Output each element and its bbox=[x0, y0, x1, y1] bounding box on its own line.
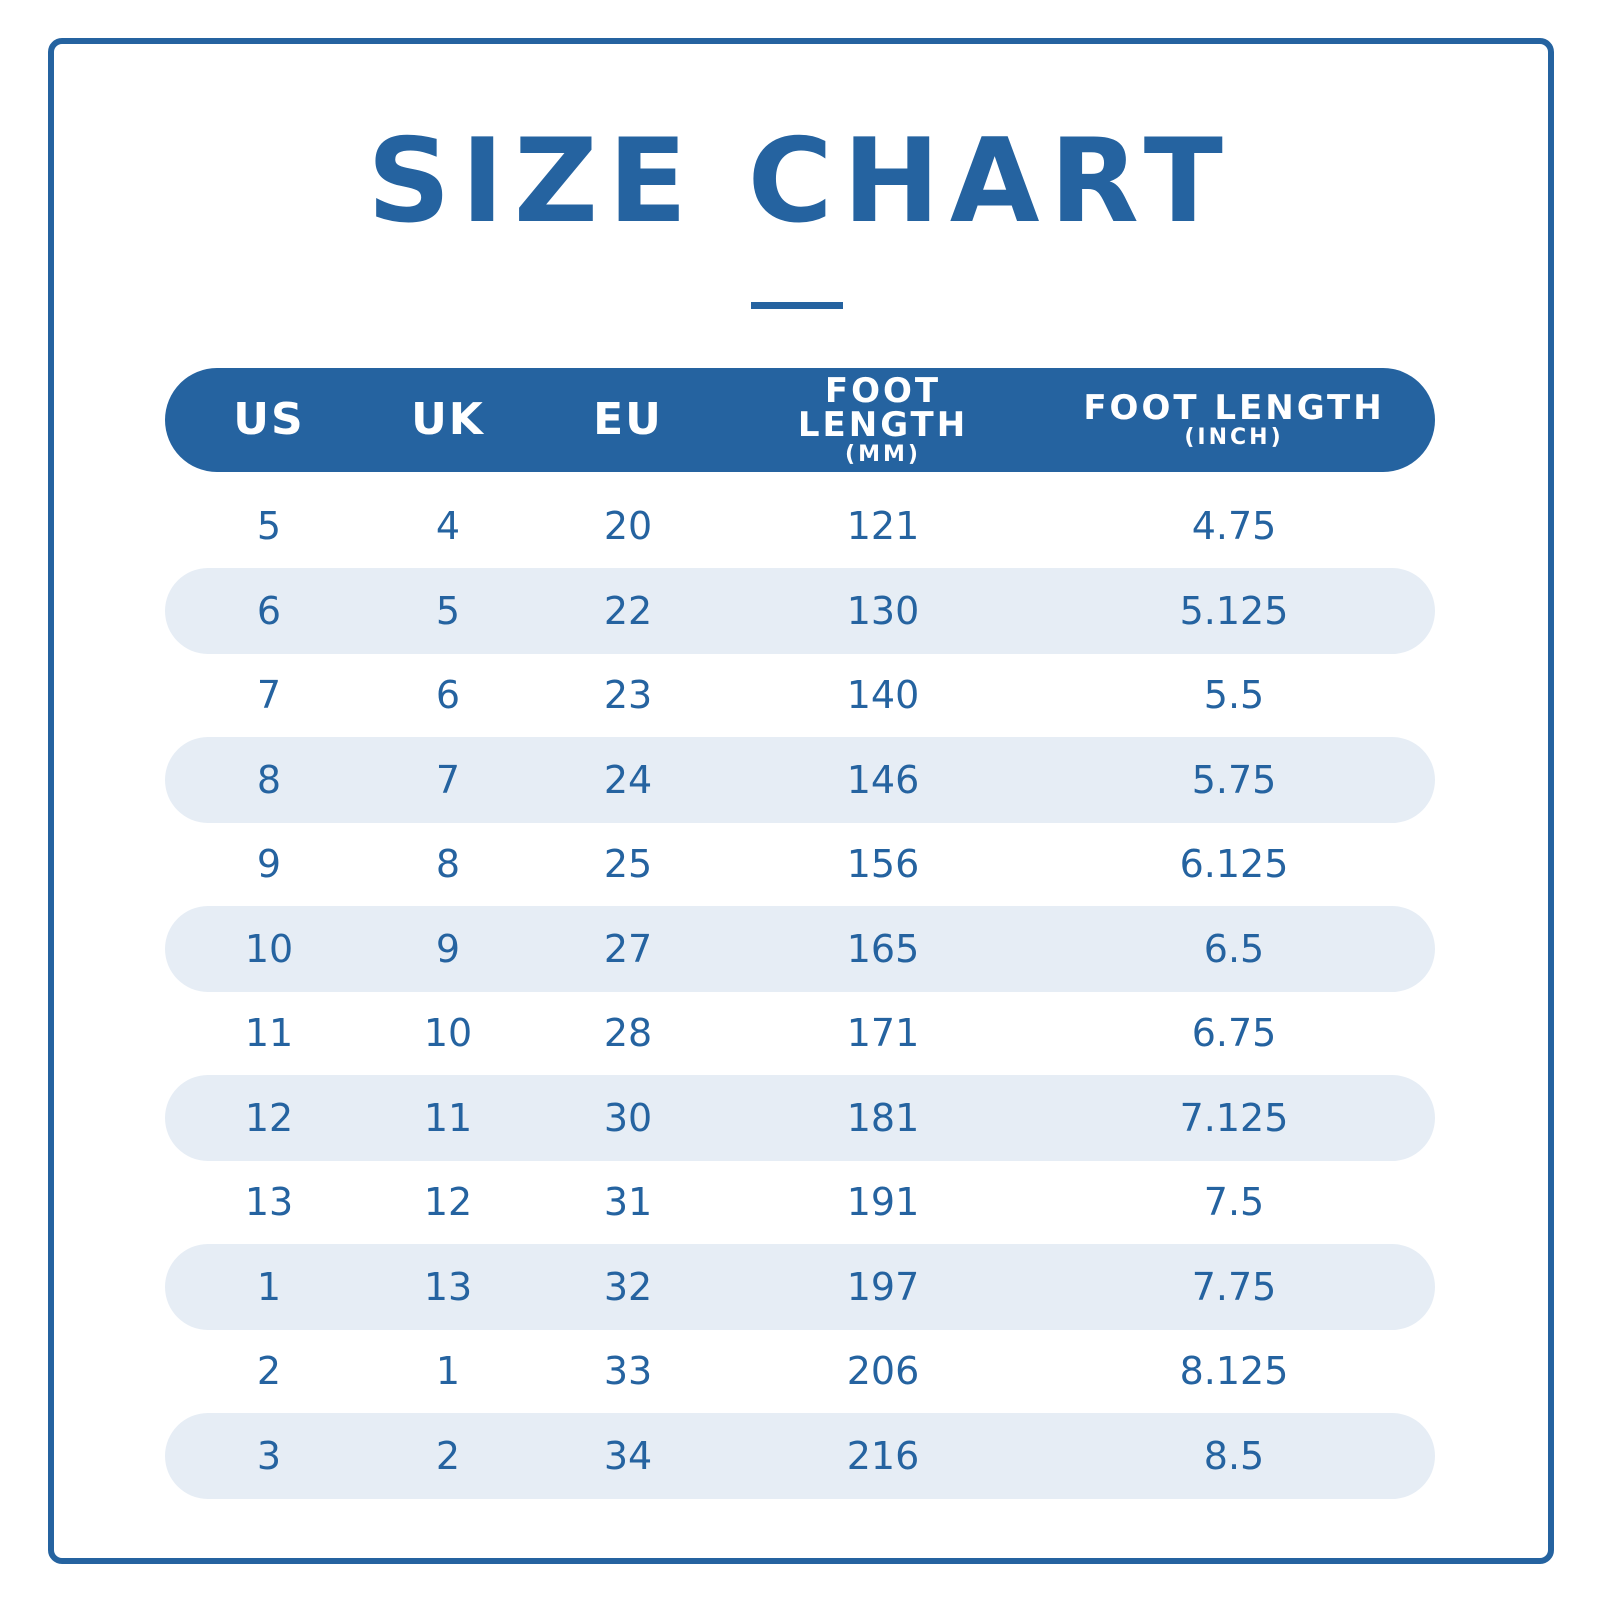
header-uk: UK bbox=[373, 368, 523, 472]
cell-uk: 9 bbox=[435, 926, 461, 971]
table-row-band bbox=[165, 567, 1435, 654]
header-foot-length-inch-label: FOOT LENGTH bbox=[1083, 388, 1385, 428]
cell-uk: 8 bbox=[435, 842, 461, 886]
page-title: SIZE CHART bbox=[367, 114, 1233, 249]
cell-eu: 28 bbox=[603, 1011, 653, 1055]
cell-foot-length-inch: 5.5 bbox=[1203, 673, 1265, 717]
header-us: US bbox=[165, 368, 373, 472]
cell-us: 8 bbox=[256, 757, 282, 802]
cell-us: 6 bbox=[256, 588, 282, 633]
cell-eu: 24 bbox=[603, 757, 653, 802]
cell-foot-length-inch: 4.75 bbox=[1191, 504, 1277, 548]
cell-foot-length-mm: 216 bbox=[846, 1433, 920, 1478]
cell-uk: 11 bbox=[423, 1095, 473, 1140]
cell-foot-length-mm: 146 bbox=[846, 757, 920, 802]
cell-foot-length-inch: 7.75 bbox=[1191, 1264, 1277, 1309]
header-foot-length-inch-unit: (INCH) bbox=[1184, 425, 1284, 450]
cell-eu: 30 bbox=[603, 1095, 653, 1140]
cell-uk: 13 bbox=[423, 1264, 473, 1309]
cell-foot-length-mm: 130 bbox=[846, 588, 920, 633]
cell-foot-length-inch: 6.5 bbox=[1203, 926, 1265, 971]
cell-eu: 22 bbox=[603, 588, 653, 633]
header-foot-length-mm: FOOT LENGTH (MM) bbox=[733, 368, 1033, 472]
cell-foot-length-mm: 197 bbox=[846, 1264, 920, 1309]
cell-us: 1 bbox=[256, 1264, 282, 1309]
cell-foot-length-mm: 191 bbox=[846, 1180, 920, 1224]
table-row-band bbox=[165, 905, 1435, 992]
cell-foot-length-inch: 7.5 bbox=[1203, 1180, 1265, 1224]
header-foot-length-inch: FOOT LENGTH (INCH) bbox=[1033, 368, 1435, 472]
header-eu-label: EU bbox=[593, 394, 663, 445]
cell-us: 13 bbox=[244, 1180, 294, 1224]
cell-foot-length-inch: 6.125 bbox=[1179, 842, 1289, 886]
cell-uk: 2 bbox=[435, 1433, 461, 1478]
title-divider bbox=[751, 302, 843, 309]
cell-uk: 7 bbox=[435, 757, 461, 802]
cell-uk: 1 bbox=[435, 1349, 461, 1393]
cell-foot-length-inch: 5.75 bbox=[1191, 757, 1277, 802]
cell-us: 10 bbox=[244, 926, 294, 971]
header-uk-label: UK bbox=[411, 394, 485, 445]
cell-eu: 27 bbox=[603, 926, 653, 971]
cell-eu: 20 bbox=[603, 504, 653, 548]
table-row-band bbox=[165, 736, 1435, 823]
table-header-bar bbox=[165, 368, 1435, 472]
cell-foot-length-mm: 121 bbox=[846, 504, 920, 548]
cell-uk: 5 bbox=[435, 588, 461, 633]
cell-foot-length-inch: 6.75 bbox=[1191, 1011, 1277, 1055]
table-row-band bbox=[165, 1074, 1435, 1161]
cell-us: 2 bbox=[256, 1349, 282, 1393]
table-row-band bbox=[165, 1243, 1435, 1330]
cell-us: 11 bbox=[244, 1011, 294, 1055]
header-foot-length-mm-unit: (MM) bbox=[845, 442, 921, 467]
cell-eu: 23 bbox=[603, 673, 653, 717]
cell-eu: 32 bbox=[603, 1264, 653, 1309]
cell-us: 9 bbox=[256, 842, 282, 886]
table-row-band bbox=[165, 1412, 1435, 1499]
cell-foot-length-inch: 8.125 bbox=[1179, 1349, 1289, 1393]
cell-foot-length-mm: 171 bbox=[846, 1011, 920, 1055]
cell-us: 7 bbox=[256, 673, 282, 717]
cell-foot-length-mm: 156 bbox=[846, 842, 920, 886]
cell-foot-length-inch: 8.5 bbox=[1203, 1433, 1265, 1478]
header-foot-length-mm-label: FOOT LENGTH bbox=[797, 371, 969, 445]
cell-eu: 33 bbox=[603, 1349, 653, 1393]
cell-eu: 34 bbox=[603, 1433, 653, 1478]
cell-us: 5 bbox=[256, 504, 282, 548]
cell-foot-length-inch: 5.125 bbox=[1179, 588, 1289, 633]
cell-eu: 31 bbox=[603, 1180, 653, 1224]
cell-foot-length-inch: 7.125 bbox=[1179, 1095, 1289, 1140]
header-eu: EU bbox=[523, 368, 733, 472]
cell-us: 12 bbox=[244, 1095, 294, 1140]
cell-foot-length-mm: 140 bbox=[846, 673, 920, 717]
cell-us: 3 bbox=[256, 1433, 282, 1478]
cell-foot-length-mm: 165 bbox=[846, 926, 920, 971]
cell-eu: 25 bbox=[603, 842, 653, 886]
header-us-label: US bbox=[233, 394, 305, 445]
cell-foot-length-mm: 181 bbox=[846, 1095, 920, 1140]
cell-foot-length-mm: 206 bbox=[846, 1349, 920, 1393]
cell-uk: 10 bbox=[423, 1011, 473, 1055]
cell-uk: 4 bbox=[435, 504, 461, 548]
cell-uk: 12 bbox=[423, 1180, 473, 1224]
cell-uk: 6 bbox=[435, 673, 461, 717]
